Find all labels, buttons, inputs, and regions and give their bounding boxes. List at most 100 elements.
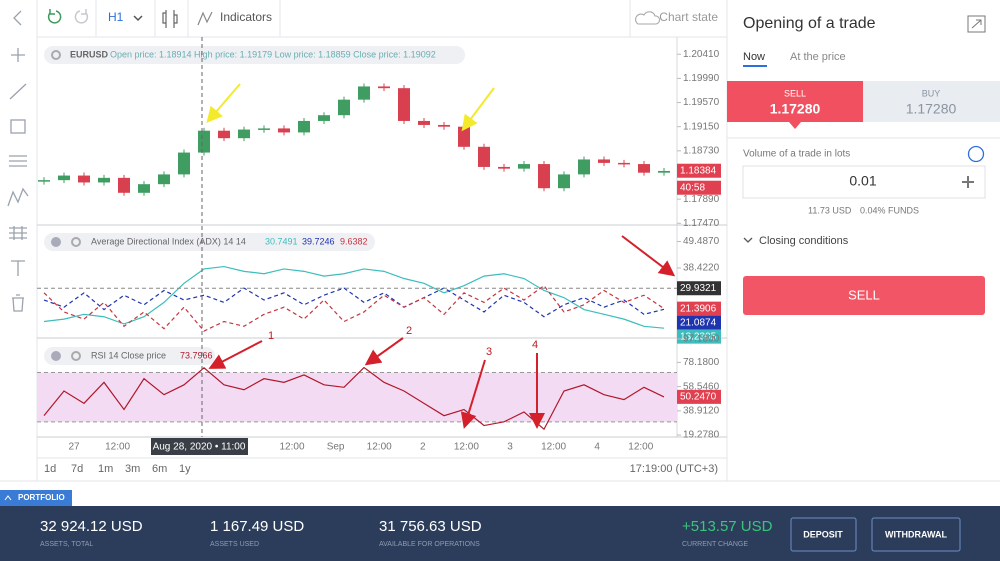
back-icon[interactable] [13,10,22,26]
stat-label: AVAILABLE FOR OPERATIONS [379,541,480,548]
portfolio-tab-label: PORTFOLIO [18,493,65,502]
portfolio-tab[interactable] [0,490,72,506]
rect-icon[interactable] [10,119,26,134]
plots: 1.20410 1.19990 1.19570 1.19150 1.18730 1.178… [37,49,721,475]
candle [178,152,190,175]
price-tag [677,180,721,195]
period-button[interactable]: 7d [71,463,83,475]
fib-icon[interactable] [9,226,27,240]
top-toolbar [47,9,661,28]
period-button[interactable]: 3m [125,463,140,475]
candle [558,174,570,189]
period-button[interactable]: 1m [98,463,113,475]
x-tick-label: 12:00 [541,442,566,453]
withdrawal-label: WITHDRAWAL [885,529,947,539]
period-button[interactable]: 1y [179,463,191,475]
line-icon[interactable] [9,83,27,100]
pattern-icon[interactable] [7,187,29,207]
candle [378,86,390,89]
funds: 0.04% FUNDS [860,205,919,215]
crosshair-icon[interactable] [11,48,25,62]
plus-icon[interactable] [962,176,974,188]
candle [258,128,270,130]
legend-value: 73.7966 [180,350,213,360]
tab[interactable]: Now [743,51,765,63]
chevron-icon[interactable] [133,15,143,22]
panel-title: Opening of a trade [743,15,876,32]
toolbar-separators [95,0,631,37]
price-tag-label: 29.9321 [680,283,717,294]
chart-state-button[interactable]: Chart state [659,10,718,24]
candle [658,170,670,173]
annotation-label: 4 [532,339,538,351]
close-icon[interactable] [51,237,61,247]
y-tick-label: 1.19150 [683,121,720,132]
settings-icon[interactable] [71,351,81,361]
close-icon[interactable] [51,351,61,361]
stat-value: 1 167.49 USD [210,518,304,535]
help-icon[interactable] [967,145,985,163]
withdrawal-button[interactable] [871,517,961,552]
sell-button-label: SELL [848,287,880,302]
candle [198,130,210,153]
volume-input[interactable] [742,165,986,199]
candle [398,88,410,121]
closing-conditions[interactable]: Closing conditions [759,235,849,247]
expand-icon[interactable] [967,15,986,33]
sell-price: 1.17280 [770,101,821,117]
tab[interactable]: At the price [790,51,846,63]
ohlc-info: Open price: 1.18914 High price: 1.19179 … [110,49,436,59]
indicator-title: Average Directional Index (ADX) 14 14 [91,236,246,246]
period-button[interactable]: 1d [44,463,56,475]
arrow [461,87,495,132]
sell-box[interactable] [727,81,863,122]
y-tick-label: 97.1800 [683,334,720,345]
legend-pill [44,347,215,365]
legend-value: 30.7491 [265,236,298,246]
sell-button[interactable] [743,276,985,315]
buy-box[interactable] [863,81,1000,122]
undo-icon[interactable] [47,9,62,24]
indicator-line [43,284,665,332]
text-icon[interactable] [11,260,25,276]
stat-value: 31 756.63 USD [379,518,482,535]
channel-icon[interactable] [9,155,27,167]
stat-label: ASSETS, TOTAL [40,541,93,548]
y-tick-label: 19.2780 [683,430,720,441]
candle [138,184,150,193]
timeframe[interactable]: H1 [108,10,124,24]
volume: 0.01 [849,173,876,189]
x-tick-label: Sep [327,442,345,453]
portfolio-bar [0,506,1000,561]
y-tick-label: 1.18730 [683,145,720,156]
arrow [206,83,241,124]
settings-icon[interactable] [51,50,61,60]
legend-value: 9.6382 [340,236,368,246]
price-tag [677,301,721,316]
cloud-icon[interactable] [635,11,661,25]
chevron-icon[interactable] [743,237,753,243]
y-tick-label: 1.17470 [683,218,720,229]
candle [218,130,230,139]
candles-icon[interactable] [162,10,178,28]
y-tick-label: 1.20410 [683,49,720,60]
deposit-button[interactable] [790,517,857,552]
symbol: EURUSD [70,49,109,59]
y-tick-label: 38.4220 [683,263,720,274]
redo-icon[interactable] [74,9,89,24]
candle [338,99,350,116]
candle [118,177,130,193]
candle [578,159,590,175]
volume-label: Volume of a trade in lots [743,149,850,160]
trash-icon[interactable] [12,294,24,312]
x-tick-label: 2 [420,442,426,453]
period-button[interactable]: 6m [152,463,167,475]
indicators-icon[interactable] [197,11,213,26]
y-tick-label: 38.9120 [683,405,720,416]
caret-icon [4,495,12,501]
indicators-button[interactable]: Indicators [220,10,272,24]
candle [538,164,550,189]
price-tag-label: 21.0874 [680,317,717,328]
settings-icon[interactable] [71,237,81,247]
